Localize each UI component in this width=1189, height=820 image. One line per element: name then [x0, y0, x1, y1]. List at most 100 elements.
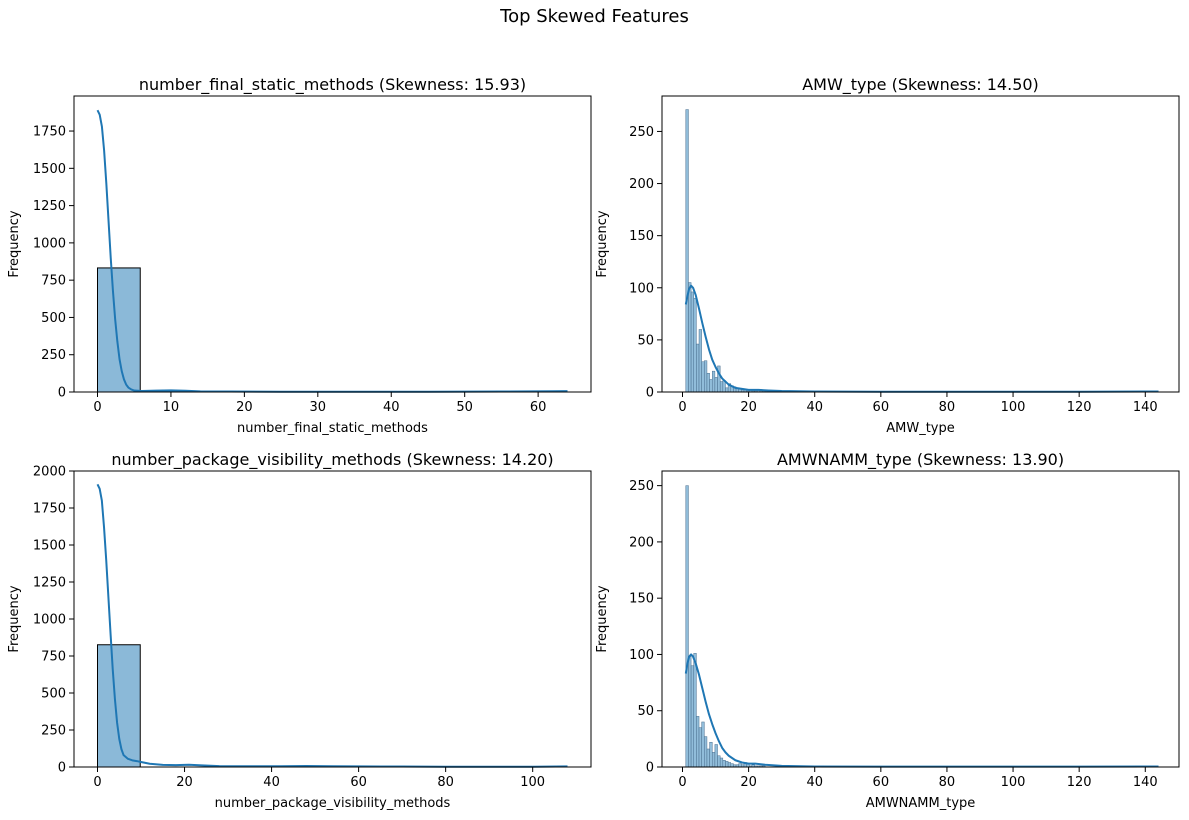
axes-frame: [661, 95, 1180, 393]
x-axis-label: AMW_type: [886, 421, 955, 436]
subplot-1: 0 10 20 30 40 50 60 0 250 500 750 1000 1250 1500 1750 n…: [7, 75, 592, 436]
x-tick-label: 40: [806, 400, 823, 415]
x-tick-label: 30: [310, 400, 327, 415]
histogram-bar: [685, 485, 689, 768]
y-tick-label: 100: [629, 281, 654, 296]
histogram-bar: [727, 762, 731, 768]
histogram-bar: [714, 377, 718, 393]
x-tick-label: 20: [740, 775, 757, 790]
figure-title: Top Skewed Features: [500, 6, 689, 27]
histogram-bar: [712, 370, 716, 393]
y-tick-label: 1750: [33, 125, 66, 140]
x-tick-label: 20: [236, 400, 253, 415]
y-tick-label: 1500: [33, 162, 66, 177]
histogram-bar: [709, 741, 713, 768]
x-tick-label: 120: [1067, 400, 1092, 415]
subplot-3: 0 20 40 60 80 1000250500750100012501500175020…: [7, 450, 592, 811]
y-tick-label: 1250: [33, 199, 66, 214]
y-tick-label: 750: [41, 274, 66, 289]
y-tick-label: 0: [646, 386, 654, 401]
histogram-bar: [717, 755, 721, 768]
axes-frame: [73, 95, 592, 393]
histogram-bar: [696, 343, 700, 393]
x-tick-label: 20: [176, 775, 193, 790]
y-tick-label: 0: [58, 386, 66, 401]
y-tick-label: 1250: [33, 576, 66, 591]
histogram-bar: [725, 387, 729, 393]
y-axis-label: Frequency: [595, 210, 610, 277]
x-tick-label: 100: [1001, 775, 1026, 790]
y-axis-label: Frequency: [7, 210, 22, 277]
histogram-bar: [690, 291, 694, 393]
x-axis-label: number_final_static_methods: [237, 421, 428, 436]
x-tick-label: 140: [1133, 775, 1158, 790]
axes-frame: [661, 470, 1180, 768]
x-tick-label: 80: [939, 775, 956, 790]
y-tick-label: 100: [629, 648, 654, 663]
histogram-bar: [730, 763, 734, 768]
histogram-bar: [698, 329, 702, 393]
y-tick-label: 1000: [33, 613, 66, 628]
y-tick-label: 200: [629, 177, 654, 192]
x-tick-label: 0: [93, 400, 101, 415]
y-tick-label: 750: [41, 650, 66, 665]
histogram-bar: [719, 757, 724, 768]
y-tick-label: 250: [41, 348, 66, 363]
histogram-bar: [714, 744, 718, 768]
subplot-4: 0 20 40 60 80 100 120 140 0 50 100 150 200 250 AMWNAMM…: [595, 450, 1180, 811]
histogram-bar: [690, 665, 694, 768]
x-tick-label: 10: [163, 400, 180, 415]
subplot-title: number_package_visibility_methods (Skewn…: [111, 450, 553, 470]
y-tick-label: 1750: [33, 502, 66, 517]
histogram-bar: [719, 381, 724, 393]
histogram-bar: [97, 644, 141, 768]
x-tick-label: 40: [263, 775, 280, 790]
y-tick-label: 150: [629, 229, 654, 244]
y-tick-label: 0: [646, 761, 654, 776]
x-tick-label: 80: [939, 400, 956, 415]
subplot-title: AMW_type (Skewness: 14.50): [802, 75, 1039, 95]
kde-line: [96, 483, 568, 768]
x-tick-label: 80: [437, 775, 454, 790]
x-tick-label: 100: [520, 775, 545, 790]
y-tick-label: 50: [637, 333, 654, 348]
kde-line: [96, 109, 568, 393]
y-tick-label: 200: [629, 535, 654, 550]
histogram-bar: [738, 763, 742, 768]
y-tick-label: 250: [629, 479, 654, 494]
x-tick-label: 40: [806, 775, 823, 790]
histogram-bar: [698, 727, 702, 768]
x-tick-label: 50: [456, 400, 473, 415]
subplot-2: 0 20 40 60 80 100 120 140 0 50 100 150 200 250 AMW_typ…: [595, 75, 1180, 436]
x-tick-label: 60: [873, 400, 890, 415]
kde-line: [684, 653, 1159, 768]
histogram-bar: [688, 282, 692, 393]
histogram-bar: [709, 379, 713, 393]
x-tick-label: 0: [678, 400, 686, 415]
histogram-bar: [704, 360, 708, 393]
x-tick-label: 20: [740, 400, 757, 415]
histogram-bar: [706, 372, 710, 393]
histogram-bar: [701, 721, 705, 768]
histogram-bar: [704, 736, 708, 768]
x-tick-label: 0: [93, 775, 101, 790]
histogram-bar: [685, 109, 689, 393]
y-tick-label: 150: [629, 592, 654, 607]
y-tick-label: 1500: [33, 539, 66, 554]
histogram-bar: [725, 761, 729, 768]
x-tick-label: 60: [530, 400, 547, 415]
histogram-bar: [696, 716, 700, 768]
subplot-title: AMWNAMM_type (Skewness: 13.90): [777, 450, 1064, 470]
y-tick-label: 500: [41, 687, 66, 702]
y-tick-label: 500: [41, 311, 66, 326]
x-tick-label: 40: [383, 400, 400, 415]
x-axis-label: number_package_visibility_methods: [215, 796, 451, 811]
y-tick-label: 1000: [33, 236, 66, 251]
y-tick-label: 2000: [33, 465, 66, 480]
x-axis-label: AMWNAMM_type: [866, 796, 976, 811]
subplot-title: number_final_static_methods (Skewness: 1…: [139, 75, 526, 95]
x-tick-label: 120: [1067, 775, 1092, 790]
y-tick-label: 50: [637, 704, 654, 719]
